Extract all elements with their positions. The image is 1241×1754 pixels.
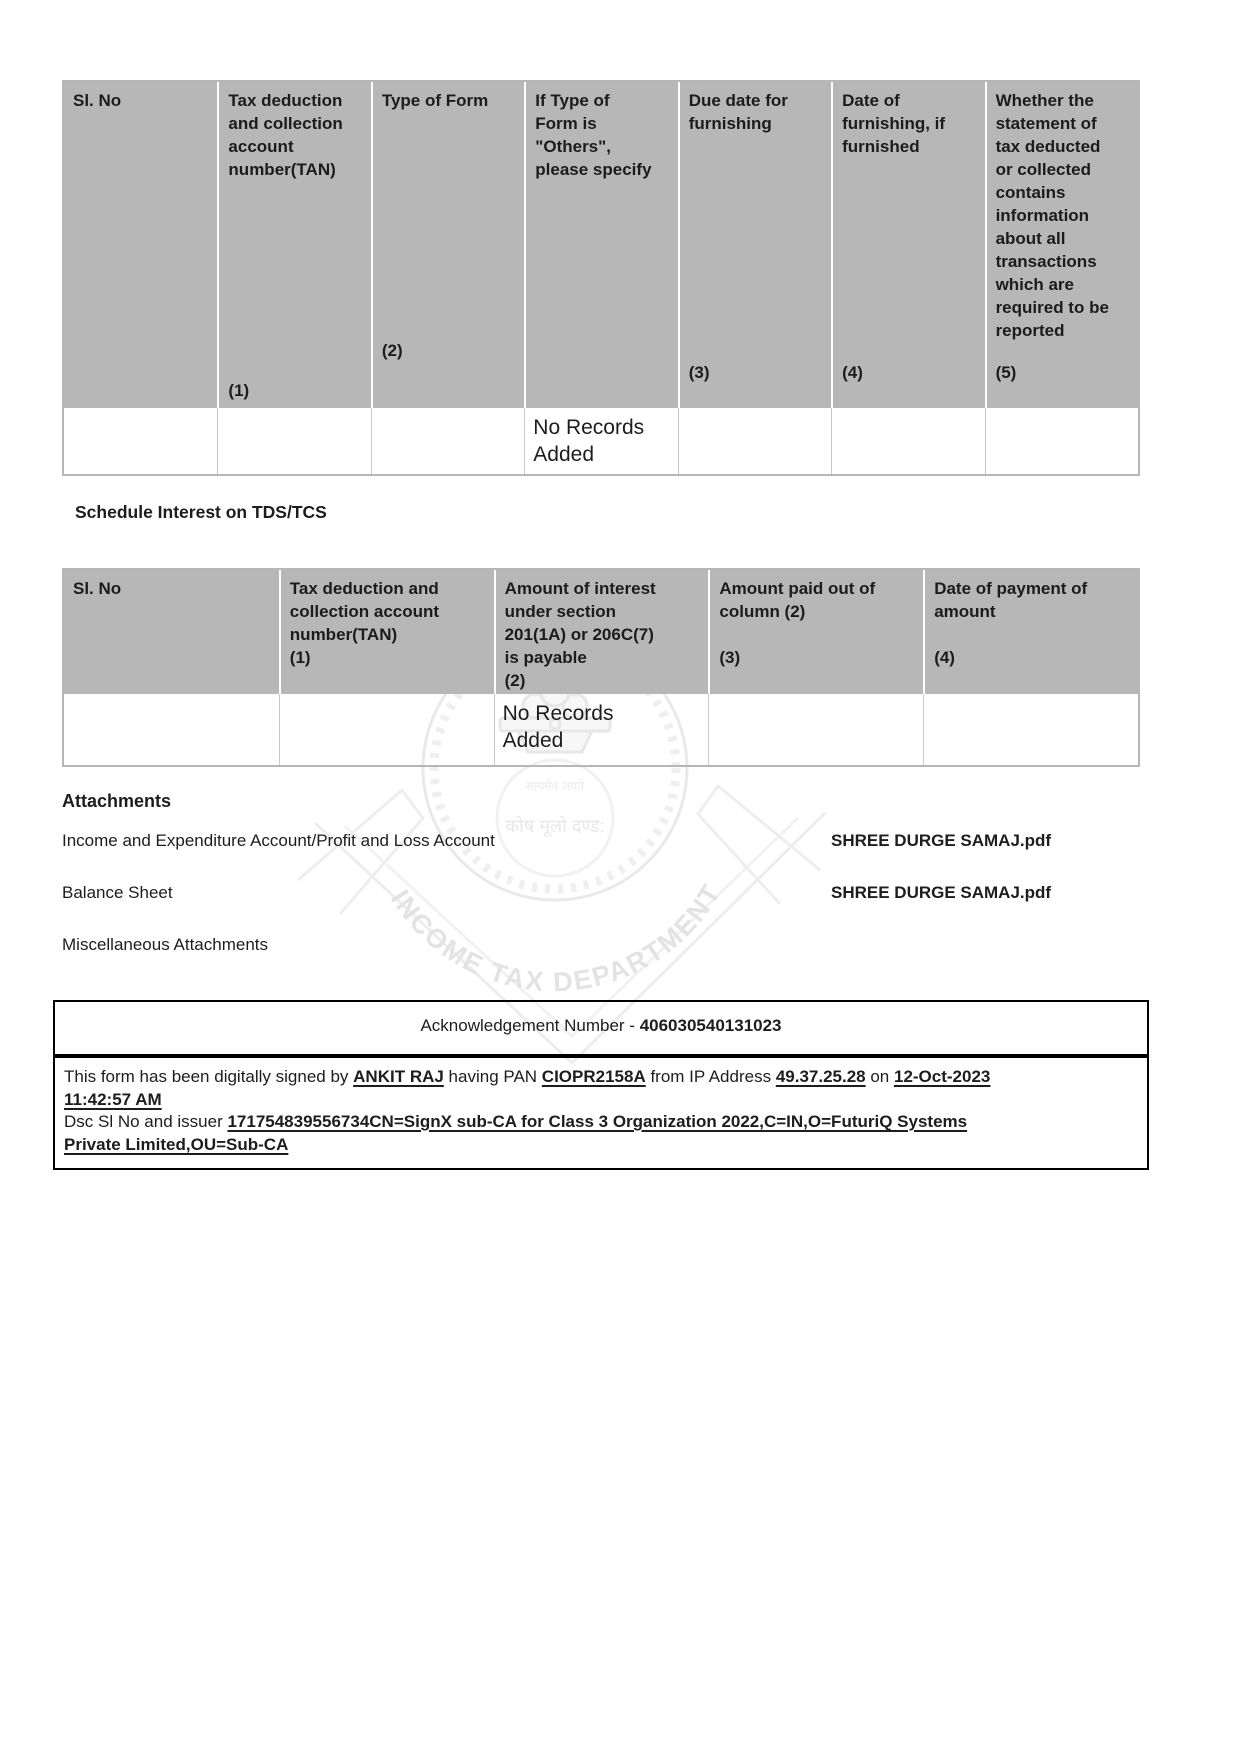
signature-emphasized-value: ANKIT RAJ xyxy=(353,1067,444,1086)
signature-text: having PAN xyxy=(443,1067,542,1086)
header-cell: Amount of interest under section 201(1A)… xyxy=(493,570,709,694)
record-cell xyxy=(278,694,494,765)
attachment-row: Miscellaneous Attachments xyxy=(62,935,1148,957)
attachment-label: Income and Expenditure Account/Profit an… xyxy=(62,831,495,850)
header-label: Due date for furnishing xyxy=(688,91,788,133)
header-cell: Sl. No xyxy=(64,570,279,694)
acknowledgement-box: Acknowledgement Number - 406030540131023 xyxy=(53,1000,1149,1056)
watermark-emblem-caption: सत्यमेव जयते xyxy=(526,779,586,793)
header-label: Tax deduction and collection account num… xyxy=(289,579,440,667)
signature-emphasized-value: 171754839556734CN=SignX sub-CA for Class… xyxy=(227,1112,968,1131)
column-number: (2) xyxy=(381,341,403,360)
header-cell: Tax deduction and collection account num… xyxy=(278,570,494,694)
signature-emphasized-value: CIOPR2158A xyxy=(541,1067,646,1086)
header-cell: Due date for furnishing (3) xyxy=(677,82,832,408)
record-cell xyxy=(217,408,370,474)
schedule-interest-heading: Schedule Interest on TDS/TCS xyxy=(75,502,327,522)
column-number: (5) xyxy=(995,363,1017,382)
watermark-motto-text: कोष मूलो दण्ड: xyxy=(505,815,604,837)
tds-statements-table-header: Sl. No Tax deduction and collection accou… xyxy=(64,82,1138,408)
header-label: Date of payment of amount (4) xyxy=(934,579,1088,667)
digital-signature-box: This form has been digitally signed by A… xyxy=(53,1056,1149,1170)
tds-statements-table-empty-row: No Records Added xyxy=(64,408,1138,474)
attachment-label: Balance Sheet xyxy=(62,883,173,902)
interest-schedule-table: Sl. No Tax deduction and collection accou… xyxy=(62,568,1140,767)
watermark-shield-inner xyxy=(343,816,800,1039)
attachment-row: Income and Expenditure Account/Profit an… xyxy=(62,831,1148,853)
record-cell xyxy=(923,694,1138,765)
signature-emphasized-value: 12-Oct-2023 xyxy=(893,1067,991,1086)
record-cell xyxy=(64,408,217,474)
signature-text-line: Dsc Sl No and issuer 171754839556734CN=S… xyxy=(64,1111,1138,1134)
header-cell: Date of furnishing, if furnished (4) xyxy=(831,82,985,408)
attachment-file-name: SHREE DURGE SAMAJ.pdf xyxy=(831,831,1052,850)
signature-emphasized-value: 49.37.25.28 xyxy=(775,1067,866,1086)
header-cell: Whether the statement of tax deducted or… xyxy=(984,82,1138,408)
record-cell xyxy=(708,694,923,765)
interest-schedule-table-empty-row: No Records Added xyxy=(64,694,1138,765)
column-number: (4) xyxy=(842,363,863,382)
signature-text-line: 11:42:57 AM xyxy=(64,1089,1138,1112)
signature-emphasized-value: Private Limited,OU=Sub-CA xyxy=(64,1134,289,1154)
record-cell xyxy=(984,408,1138,474)
watermark-left-wing xyxy=(297,787,425,915)
column-number: (1) xyxy=(228,381,250,400)
signature-text-line: Private Limited,OU=Sub-CA xyxy=(64,1134,1138,1157)
income-tax-watermark: INCOME TAX DEPARTMENT सत्यमेव जयते कोष म… xyxy=(297,634,827,1066)
no-records-text: No Records Added xyxy=(493,694,709,765)
attachment-label: Miscellaneous Attachments xyxy=(62,935,268,954)
header-label: Whether the statement of tax deducted or… xyxy=(995,91,1109,340)
header-label: Amount paid out of column (2) (3) xyxy=(719,579,876,667)
header-label: Type of Form xyxy=(381,91,489,110)
attachment-row: Balance Sheet SHREE DURGE SAMAJ.pdf xyxy=(62,883,1148,905)
watermark-shield-outline xyxy=(313,811,827,1066)
record-cell xyxy=(831,408,984,474)
signature-text-line: This form has been digitally signed by A… xyxy=(64,1066,1138,1089)
header-cell: Date of payment of amount (4) xyxy=(923,570,1138,694)
record-cell xyxy=(677,408,831,474)
interest-schedule-table-header: Sl. No Tax deduction and collection accou… xyxy=(64,570,1138,694)
header-cell: Tax deduction and collection account num… xyxy=(217,82,371,408)
no-records-text: No Records Added xyxy=(524,408,677,474)
signature-text: on xyxy=(865,1067,894,1086)
watermark-motto-ring xyxy=(495,758,615,878)
tds-statements-table: Sl. No Tax deduction and collection accou… xyxy=(62,80,1140,476)
header-label: Sl. No xyxy=(73,579,122,598)
attachments-heading: Attachments xyxy=(62,791,172,811)
record-cell xyxy=(64,694,279,765)
signature-emphasized-value: 11:42:57 AM xyxy=(64,1089,162,1109)
header-label: Date of furnishing, if furnished xyxy=(842,91,946,156)
signature-text: Dsc Sl No and issuer xyxy=(64,1112,228,1131)
header-cell: If Type of Form is "Others", please spec… xyxy=(524,82,678,408)
acknowledgement-label: Acknowledgement Number - xyxy=(420,1016,640,1035)
watermark-wreath-leaves xyxy=(429,642,681,894)
attachments-section: Attachments Income and Expenditure Accou… xyxy=(62,791,1148,991)
header-label: Tax deduction and collection account num… xyxy=(228,91,343,179)
signature-text: from IP Address xyxy=(645,1067,776,1086)
record-cell xyxy=(370,408,524,474)
header-label: Sl. No xyxy=(73,91,122,110)
watermark-right-wing xyxy=(696,783,821,906)
header-label: Amount of interest under section 201(1A)… xyxy=(504,579,656,690)
column-number: (3) xyxy=(688,363,710,382)
header-cell: Type of Form (2) xyxy=(370,82,525,408)
attachment-file-name: SHREE DURGE SAMAJ.pdf xyxy=(831,883,1052,902)
header-cell: Sl. No xyxy=(64,82,218,408)
acknowledgement-number: 406030540131023 xyxy=(639,1016,782,1035)
signature-text: This form has been digitally signed by xyxy=(64,1067,354,1086)
header-label: If Type of Form is "Others", please spec… xyxy=(535,91,652,179)
header-cell: Amount paid out of column (2) (3) xyxy=(708,570,924,694)
